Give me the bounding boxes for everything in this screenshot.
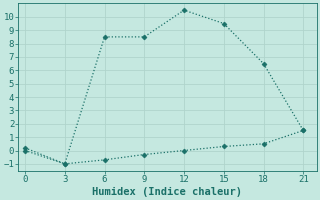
X-axis label: Humidex (Indice chaleur): Humidex (Indice chaleur): [92, 186, 243, 197]
